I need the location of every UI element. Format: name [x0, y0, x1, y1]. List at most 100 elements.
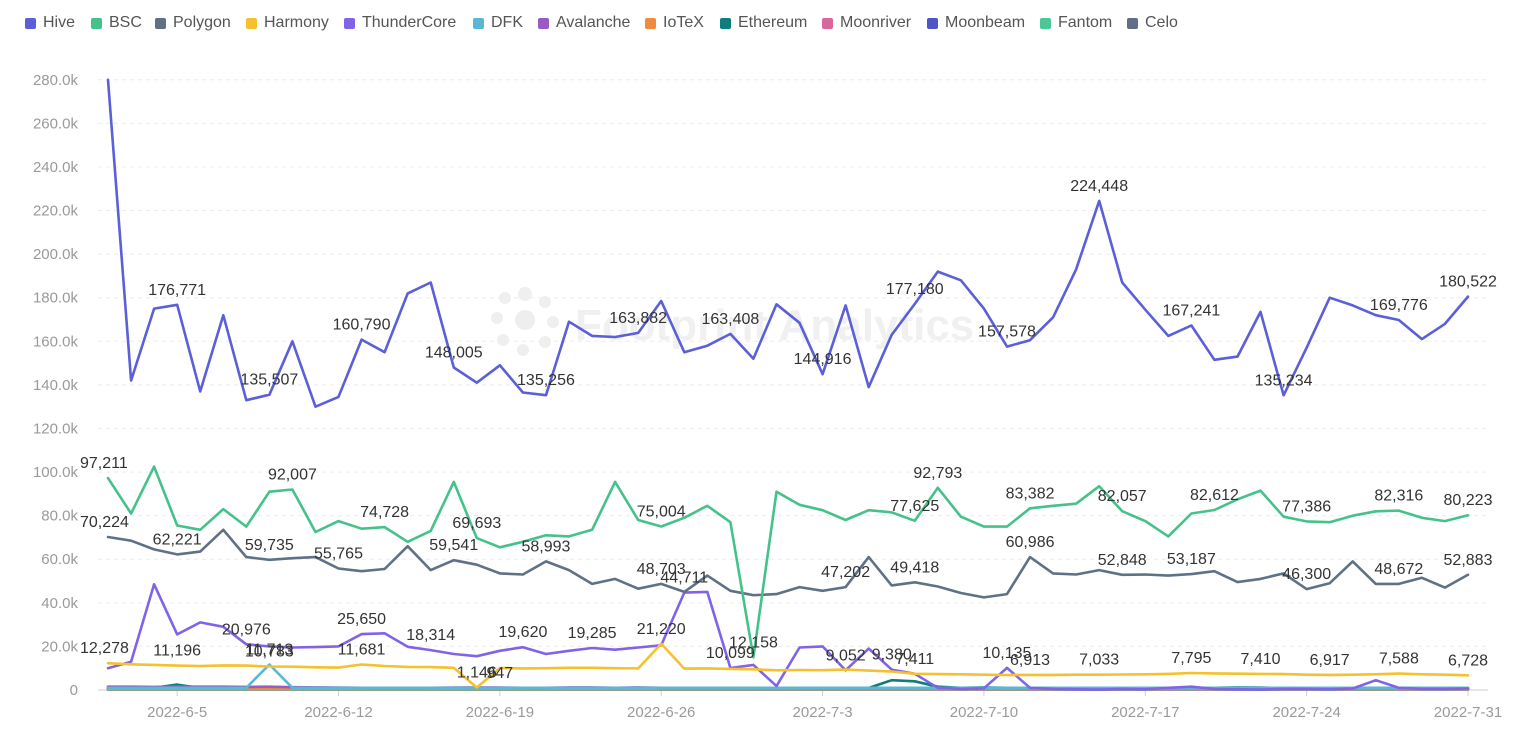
legend-item-celo[interactable]: Celo	[1127, 12, 1178, 34]
data-label: 44,711	[660, 570, 708, 587]
data-label: 74,728	[360, 504, 409, 521]
data-label: 180,522	[1439, 274, 1497, 291]
y-tick-label: 200.0k	[33, 246, 79, 263]
series-line-bsc[interactable]	[106, 465, 1470, 659]
legend-item-moonriver[interactable]: Moonriver	[822, 12, 911, 34]
data-label: 1,146	[457, 665, 497, 682]
data-label: 69,693	[452, 515, 501, 532]
legend-label: BSC	[109, 14, 142, 31]
legend-item-avalanche[interactable]: Avalanche	[538, 12, 630, 34]
legend-label: Celo	[1145, 14, 1178, 31]
y-tick-label: 100.0k	[33, 464, 79, 481]
legend-swatch-icon	[645, 17, 656, 29]
data-label: 11,713	[245, 641, 293, 658]
legend-swatch-icon	[822, 17, 833, 29]
data-label: 83,382	[1006, 485, 1055, 502]
legend-item-ethereum[interactable]: Ethereum	[720, 12, 807, 34]
data-label: 163,408	[701, 311, 759, 328]
data-label: 7,033	[1079, 652, 1119, 669]
series-line-polygon[interactable]	[106, 528, 1470, 599]
data-label: 12,158	[729, 634, 778, 651]
y-tick-label: 120.0k	[33, 420, 79, 437]
legend-item-thundercore[interactable]: ThunderCore	[344, 12, 456, 34]
series-line-harmony[interactable]	[106, 642, 1470, 689]
data-label: 46,300	[1282, 566, 1331, 583]
data-label: 169,776	[1370, 297, 1428, 314]
legend-item-fantom[interactable]: Fantom	[1040, 12, 1112, 34]
legend-item-hive[interactable]: Hive	[25, 12, 75, 34]
data-label: 70,224	[80, 514, 129, 531]
legend-item-moonbeam[interactable]: Moonbeam	[927, 12, 1025, 34]
data-label: 18,314	[406, 627, 455, 644]
legend-item-harmony[interactable]: Harmony	[246, 12, 329, 34]
data-label: 12,278	[80, 640, 129, 657]
data-label: 77,625	[890, 498, 939, 515]
data-label: 7,410	[1241, 651, 1281, 668]
data-label: 77,386	[1282, 498, 1331, 515]
data-label: 157,578	[978, 324, 1036, 341]
data-labels: 176,771 135,507 160,790 148,005 135,256 163,8…	[80, 178, 1497, 682]
y-tick-label: 260.0k	[33, 115, 79, 132]
data-label: 80,223	[1444, 492, 1493, 509]
data-label: 148,005	[425, 344, 483, 361]
legend-item-bsc[interactable]: BSC	[91, 12, 142, 34]
chart-legend: Hive BSC Polygon Harmony ThunderCore DFK Avala…	[0, 0, 1536, 44]
data-label: 6,917	[1310, 652, 1350, 669]
legend-label: Polygon	[173, 14, 231, 31]
data-label: 49,418	[890, 559, 939, 576]
legend-label: Hive	[43, 14, 76, 31]
data-label: 135,234	[1255, 372, 1313, 389]
data-label: 9,052	[826, 647, 866, 664]
data-label: 163,882	[609, 310, 667, 327]
legend-label: Ethereum	[738, 14, 808, 31]
legend-swatch-icon	[1127, 17, 1138, 29]
legend-label: ThunderCore	[362, 14, 457, 31]
data-label: 176,771	[148, 282, 206, 299]
legend-swatch-icon	[720, 17, 731, 29]
data-label: 6,913	[1010, 652, 1050, 669]
series-line-dfk[interactable]	[106, 663, 1470, 690]
data-label: 177,180	[886, 281, 944, 298]
x-tick-label: 2022-6-5	[147, 704, 207, 721]
legend-swatch-icon	[25, 17, 36, 29]
legend-item-polygon[interactable]: Polygon	[155, 12, 231, 34]
legend-label: IoTeX	[663, 14, 704, 31]
y-tick-label: 220.0k	[33, 203, 79, 220]
data-label: 10,099	[706, 645, 755, 662]
legend-swatch-icon	[344, 17, 355, 29]
data-label: 60,986	[1006, 534, 1055, 551]
data-label: 19,285	[568, 625, 617, 642]
y-tick-label: 180.0k	[33, 290, 79, 307]
data-label: 59,735	[245, 537, 294, 554]
data-label: 52,883	[1444, 552, 1493, 569]
y-tick-label: 60.0k	[41, 551, 78, 568]
data-label: 97,211	[80, 455, 128, 472]
legend-label: Harmony	[264, 14, 329, 31]
x-tick-label: 2022-7-10	[950, 704, 1018, 721]
data-label: 7,588	[1379, 650, 1419, 667]
legend-item-dfk[interactable]: DFK	[473, 12, 523, 34]
data-label: 224,448	[1070, 178, 1128, 195]
data-label: 135,256	[517, 372, 575, 389]
legend-swatch-icon	[927, 17, 938, 29]
series-line-thundercore[interactable]	[106, 582, 1470, 691]
legend-swatch-icon	[246, 17, 257, 29]
legend-swatch-icon	[538, 17, 549, 29]
y-tick-label: 280.0k	[33, 72, 79, 89]
data-label: 11,681	[338, 642, 386, 659]
data-label: 10,783	[245, 644, 294, 661]
data-label: 82,057	[1098, 488, 1147, 505]
data-label: 10,135	[983, 645, 1032, 662]
x-tick-label: 2022-7-17	[1111, 704, 1179, 721]
data-label: 55,765	[314, 545, 363, 562]
data-label: 47,202	[821, 564, 870, 581]
series-line-hive[interactable]	[106, 78, 1470, 409]
data-label: 947	[487, 665, 514, 682]
data-label: 19,620	[498, 624, 547, 641]
data-label: 58,993	[521, 538, 570, 555]
y-tick-label: 240.0k	[33, 159, 79, 176]
legend-item-iotex[interactable]: IoTeX	[645, 12, 704, 34]
legend-label: Fantom	[1058, 14, 1113, 31]
y-tick-label: 160.0k	[33, 333, 79, 350]
